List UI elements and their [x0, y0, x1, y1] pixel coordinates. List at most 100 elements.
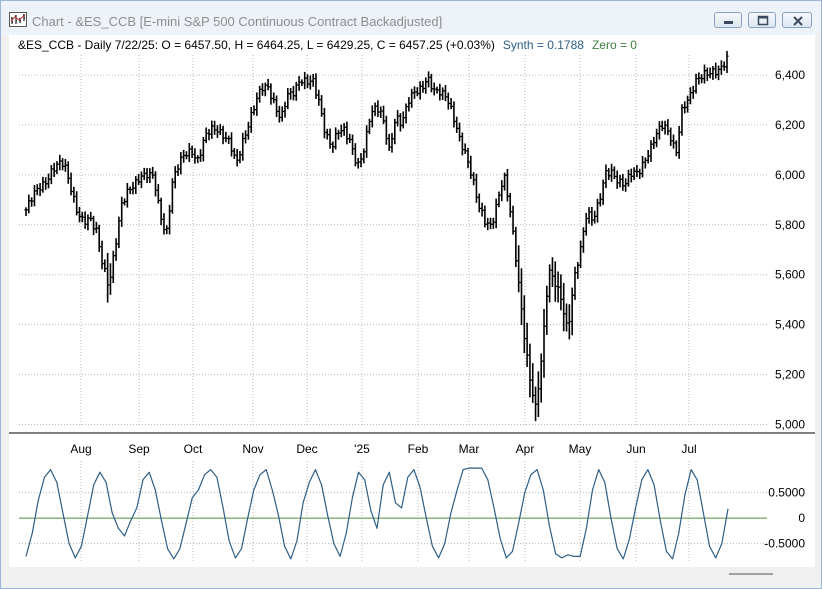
- time-tick-label: Aug: [70, 442, 91, 456]
- indicator-axis: 0.5000 0 -0.5000: [764, 486, 805, 551]
- price-bar: [89, 211, 93, 222]
- price-bar: [86, 214, 90, 231]
- price-tick-label: 5,000: [775, 418, 805, 432]
- price-bar: [339, 124, 343, 138]
- price-bar: [317, 89, 321, 106]
- price-bar: [640, 155, 645, 178]
- indicator-tick-label: -0.5000: [764, 537, 805, 551]
- price-bar: [291, 85, 296, 101]
- price-bar: [213, 120, 217, 135]
- price-bar: [435, 86, 439, 94]
- price-bar: [44, 177, 48, 190]
- time-tick-label: Sep: [128, 442, 150, 456]
- price-tick-label: 6,200: [775, 118, 805, 132]
- price-bar: [655, 128, 659, 148]
- price-bar: [151, 166, 155, 179]
- price-bar: [694, 73, 698, 94]
- price-bar: [480, 202, 484, 217]
- price-bar: [373, 102, 377, 117]
- price-bar: [725, 50, 729, 73]
- price-bar: [700, 74, 704, 84]
- price-bar: [35, 184, 39, 196]
- price-bar: [235, 149, 239, 167]
- price-bar: [705, 67, 709, 82]
- time-tick-label: May: [569, 442, 592, 456]
- price-bar: [328, 128, 332, 149]
- price-bar: [550, 257, 555, 287]
- price-bar: [156, 184, 160, 204]
- price-bar: [362, 148, 366, 164]
- price-bar: [266, 78, 270, 91]
- price-bar: [66, 161, 70, 184]
- price-bar: [401, 111, 405, 129]
- scroll-thumb[interactable]: [729, 573, 773, 575]
- price-bar: [469, 155, 473, 179]
- price-bar: [243, 130, 248, 144]
- minimize-icon: [724, 21, 733, 24]
- price-bar: [103, 259, 107, 273]
- price-bar: [120, 196, 124, 227]
- synth-indicator-pane: [19, 467, 767, 560]
- title-bar[interactable]: Chart - &ES_CCB [E-mini S&P 500 Continuo…: [1, 1, 821, 35]
- price-bar: [94, 221, 98, 234]
- price-bar: [398, 113, 403, 132]
- price-bar: [381, 105, 386, 125]
- price-bar: [719, 60, 723, 75]
- price-bar: [624, 178, 628, 192]
- price-tick-label: 6,400: [775, 68, 805, 82]
- price-bar: [300, 79, 304, 87]
- price-bar: [153, 171, 158, 197]
- price-bar: [716, 65, 721, 81]
- price-bar: [393, 118, 397, 145]
- close-button[interactable]: [782, 12, 812, 28]
- price-bar: [472, 172, 476, 186]
- chart-area[interactable]: &ES_CCB - Daily 7/22/25: O = 6457.50, H …: [9, 35, 815, 567]
- price-bar: [258, 85, 262, 103]
- price-bar: [497, 191, 501, 208]
- price-bar: [531, 363, 535, 403]
- price-bar: [598, 193, 602, 207]
- price-bar: [488, 217, 493, 230]
- price-bar: [311, 73, 315, 87]
- price-bar: [674, 140, 678, 157]
- price-bar: [221, 125, 225, 145]
- price-bar: [224, 131, 228, 143]
- minimize-button[interactable]: [714, 12, 742, 28]
- price-bar: [272, 92, 276, 104]
- price-bar: [452, 101, 456, 128]
- price-bar: [69, 172, 73, 196]
- price-bar: [198, 149, 203, 162]
- price-bar: [387, 133, 391, 151]
- price-bar: [131, 181, 135, 195]
- price-bar: [210, 120, 214, 139]
- price-bar: [626, 169, 631, 187]
- ohlc-readout: &ES_CCB - Daily 7/22/25: O = 6457.50, H …: [18, 38, 495, 52]
- price-bar: [384, 115, 388, 145]
- price-bar: [55, 161, 59, 175]
- price-bar: [708, 67, 712, 79]
- price-bar: [666, 119, 670, 136]
- price-bar: [229, 132, 234, 157]
- price-bar: [125, 182, 129, 208]
- horizontal-scrollbar[interactable]: [9, 567, 815, 585]
- price-bar: [365, 125, 369, 158]
- price-bar: [536, 371, 540, 418]
- price-bar: [601, 179, 605, 205]
- price-chart[interactable]: 6,400 6,200 6,000 5,800 5,600 5,400 5,200 5,000…: [9, 35, 815, 567]
- price-bar: [688, 87, 693, 105]
- price-bar: [148, 168, 152, 184]
- price-bar: [562, 282, 566, 332]
- price-bar: [334, 127, 338, 150]
- time-tick-label: Jun: [626, 442, 645, 456]
- price-bar: [274, 95, 279, 118]
- price-bar: [320, 95, 324, 117]
- price-bar: [426, 71, 431, 88]
- maximize-button[interactable]: [748, 12, 776, 28]
- indicator-tick-label: 0.5000: [768, 486, 805, 500]
- price-bar: [196, 155, 200, 164]
- price-bar: [260, 83, 265, 96]
- price-bar: [483, 205, 487, 228]
- price-bar: [477, 193, 481, 213]
- price-bar: [711, 65, 715, 80]
- price-bar: [556, 271, 560, 303]
